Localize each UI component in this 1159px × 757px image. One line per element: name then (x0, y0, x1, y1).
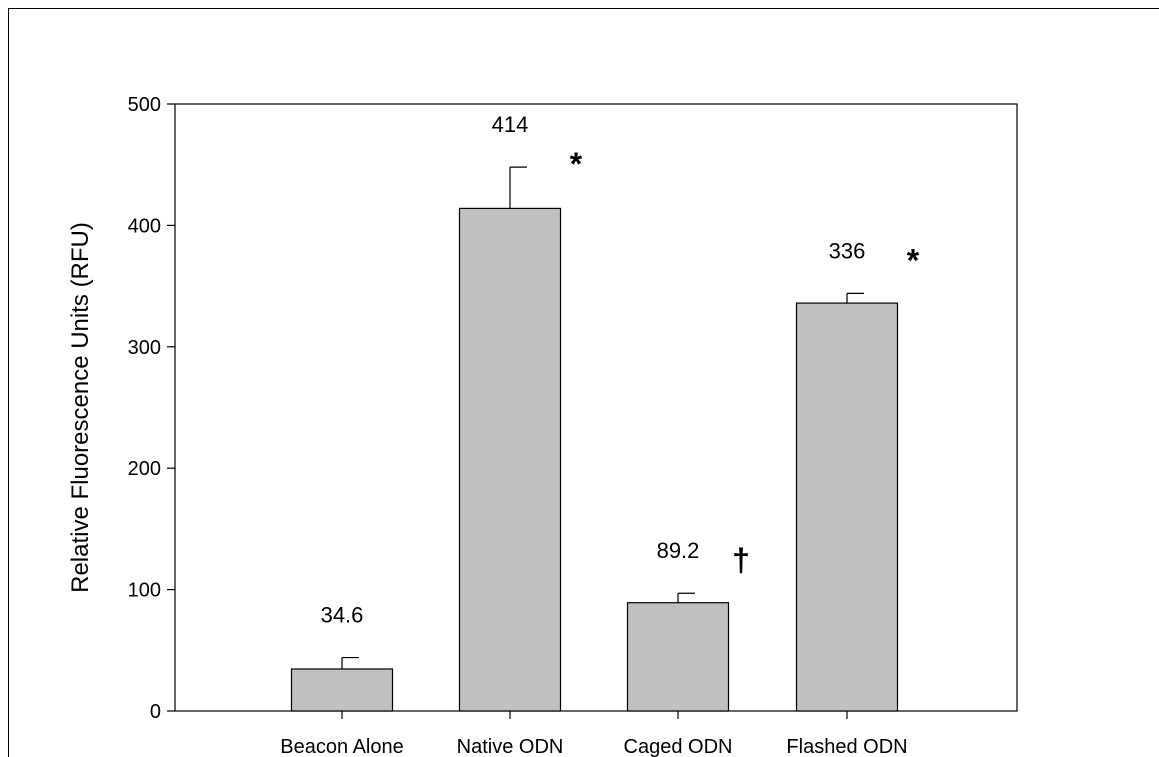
bar (290, 668, 394, 712)
significance-marker: * (570, 146, 583, 182)
data-label: 89.2 (657, 538, 700, 563)
plot-area-border (174, 103, 1018, 712)
x-tick-label: Beacon Alone (280, 736, 403, 757)
bar (626, 602, 730, 712)
significance-marker: * (907, 242, 920, 278)
y-tick-label: 200 (128, 458, 161, 480)
x-tick-label: Native ODN (457, 736, 564, 757)
y-tick-label: 400 (128, 215, 161, 237)
y-axis-label: Relative Fluorescence Units (RFU) (67, 222, 94, 593)
data-label: 414 (492, 112, 529, 137)
y-tick-label: 500 (128, 94, 161, 116)
data-label: 336 (829, 238, 866, 263)
chart-axes: 0 100 200 300 400 500 (128, 94, 1018, 723)
data-label: 34.6 (321, 603, 364, 628)
bar (795, 302, 899, 712)
x-tick-label: Caged ODN (624, 736, 733, 757)
y-tick-label: 0 (150, 701, 161, 723)
bar (458, 207, 562, 712)
significance-marker: † (732, 542, 750, 578)
figure-frame (8, 8, 1159, 757)
chart-labels: Beacon Alone 34.6 Native ODN 414 * Caged ODN 8… (280, 112, 919, 757)
chart-bars (290, 166, 899, 712)
x-tick-label: Flashed ODN (786, 736, 907, 757)
y-tick-label: 100 (128, 580, 161, 602)
y-tick-label: 300 (128, 337, 161, 359)
